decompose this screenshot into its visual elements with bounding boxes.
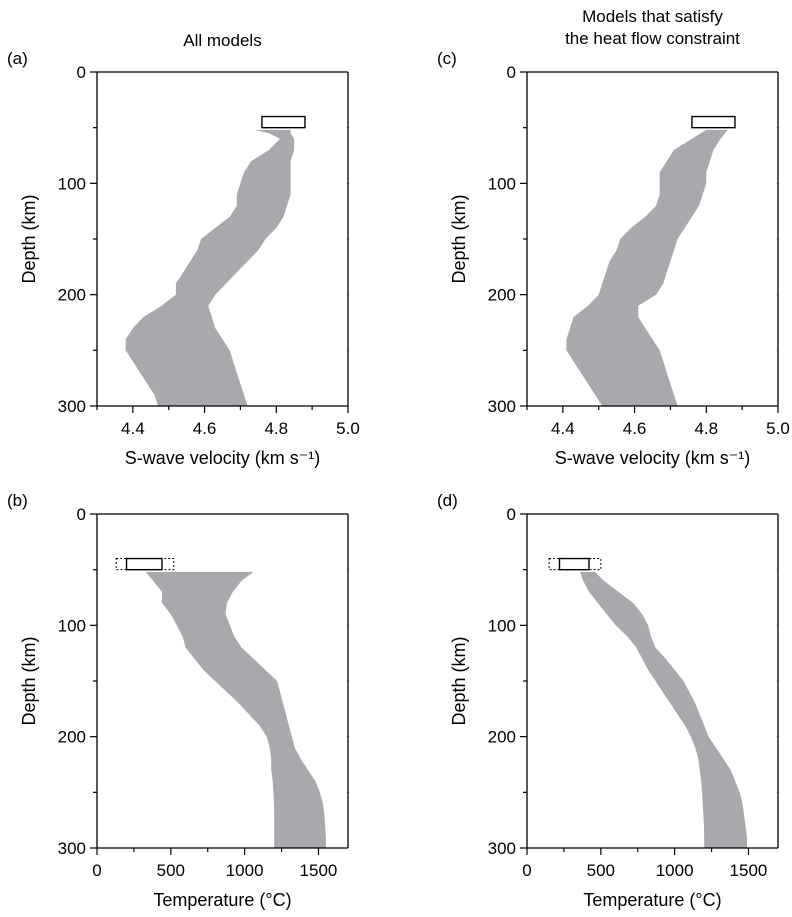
model-range-band — [566, 129, 728, 406]
panel-title: All models — [183, 31, 261, 50]
y-tick-label: 200 — [58, 728, 86, 747]
y-axis-label: Depth (km) — [19, 636, 39, 725]
x-tick-label: 1500 — [730, 861, 768, 880]
x-tick-label: 0 — [92, 861, 101, 880]
panel-d: 0 100 200 300 0 500 1000 1500 Temperature (°C) De… — [437, 491, 779, 910]
panel-label: (c) — [437, 49, 457, 68]
model-range-band — [125, 129, 295, 406]
x-tick-label: 4.8 — [264, 419, 288, 438]
y-tick-label: 200 — [58, 286, 86, 305]
y-tick-label: 100 — [488, 174, 516, 193]
y-tick-label: 0 — [77, 505, 86, 524]
panel-a: 0 100 200 300 4.4 4.6 4.8 5.0 S-wave velocity (k… — [7, 31, 360, 468]
y-tick-label: 300 — [488, 839, 516, 858]
x-tick-label: 5.0 — [766, 419, 790, 438]
reference-box — [261, 115, 306, 129]
y-tick-label: 0 — [507, 63, 516, 82]
panel-label: (b) — [7, 491, 28, 510]
y-tick-label: 300 — [488, 397, 516, 416]
reference-box — [125, 557, 163, 571]
reference-box — [691, 115, 736, 129]
y-axis-label: Depth (km) — [449, 636, 469, 725]
panel-c: 0 100 200 300 4.4 4.6 4.8 5.0 S-wave velocity (k… — [437, 7, 790, 468]
y-tick-label: 300 — [58, 397, 86, 416]
reference-box — [558, 557, 590, 571]
y-tick-label: 100 — [58, 174, 86, 193]
x-tick-label: 500 — [157, 861, 185, 880]
x-axis-label: Temperature (°C) — [153, 890, 291, 910]
x-tick-label: 4.8 — [694, 419, 718, 438]
y-tick-label: 300 — [58, 839, 86, 858]
x-axis-label: S-wave velocity (km s⁻¹) — [125, 448, 321, 468]
panel-title-line: the heat flow constraint — [565, 29, 740, 48]
x-tick-label: 4.6 — [193, 419, 217, 438]
x-tick-label: 1000 — [656, 861, 694, 880]
y-tick-label: 0 — [507, 505, 516, 524]
y-axis-label: Depth (km) — [19, 194, 39, 283]
x-tick-label: 1000 — [226, 861, 264, 880]
x-tick-label: 0 — [522, 861, 531, 880]
x-tick-label: 4.6 — [623, 419, 647, 438]
x-axis-label: Temperature (°C) — [583, 890, 721, 910]
y-tick-label: 200 — [488, 728, 516, 747]
x-tick-label: 5.0 — [336, 419, 360, 438]
panel-b: 0 100 200 300 0 500 1000 1500 Temperature (°C) De… — [7, 491, 349, 910]
model-range-band — [580, 571, 747, 848]
panel-title-line: Models that satisfy — [582, 7, 723, 26]
x-axis-label: S-wave velocity (km s⁻¹) — [555, 448, 751, 468]
x-tick-label: 4.4 — [121, 419, 145, 438]
x-tick-label: 4.4 — [551, 419, 575, 438]
y-axis-label: Depth (km) — [449, 194, 469, 283]
y-tick-label: 100 — [58, 616, 86, 635]
panel-label: (a) — [7, 49, 28, 68]
model-range-band — [145, 571, 326, 848]
x-tick-label: 500 — [587, 861, 615, 880]
y-tick-label: 100 — [488, 616, 516, 635]
y-tick-label: 200 — [488, 286, 516, 305]
panel-label: (d) — [437, 491, 458, 510]
x-tick-label: 1500 — [300, 861, 338, 880]
y-tick-label: 0 — [77, 63, 86, 82]
